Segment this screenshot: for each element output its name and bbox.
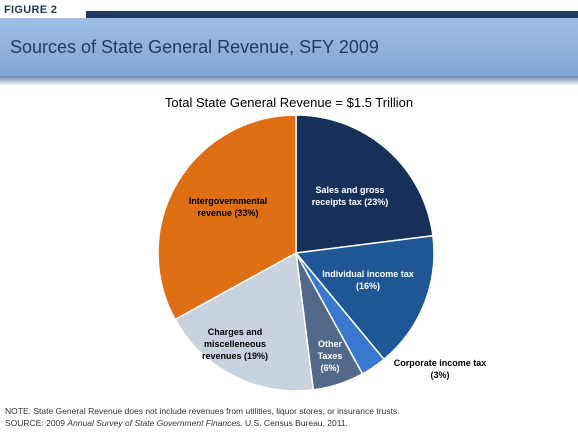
source-title: Annual Survey of State Government Financ… xyxy=(67,418,243,428)
source-prefix: SOURCE: 2009 xyxy=(5,418,68,428)
figure-label: FIGURE 2 xyxy=(4,4,58,16)
slice-label-3: Other Taxes (6%) xyxy=(318,339,343,373)
pie-slice-1 xyxy=(294,234,435,361)
slice-label-0: Sales and gross receipts tax (23%) xyxy=(312,185,389,207)
slice-label-4: Charges and miscelleneous revenues (19%) xyxy=(202,327,268,361)
slice-label-1: Individual income tax (16%) xyxy=(322,269,414,291)
pie-slice-0 xyxy=(295,114,434,254)
pie-slice-5 xyxy=(157,114,297,321)
note-text: NOTE: State General Revenue does not inc… xyxy=(5,406,400,416)
slice-label-2: Corporate income tax (3%) xyxy=(394,358,487,380)
source-text: SOURCE: 2009 Annual Survey of State Gove… xyxy=(5,418,348,428)
header-title: Sources of State General Revenue, SFY 20… xyxy=(10,37,379,57)
slice-label-5: Intergovernmental revenue (33%) xyxy=(189,196,268,218)
header-banner: Sources of State General Revenue, SFY 20… xyxy=(0,18,578,76)
header-strip xyxy=(86,11,578,18)
chart-title: Total State General Revenue = $1.5 Trill… xyxy=(164,95,414,110)
source-suffix: U.S. Census Bureau, 2011. xyxy=(242,418,348,428)
pie-slice-4 xyxy=(174,251,315,392)
header-shadow xyxy=(0,76,578,86)
figure-tab: FIGURE 2 xyxy=(0,0,86,22)
